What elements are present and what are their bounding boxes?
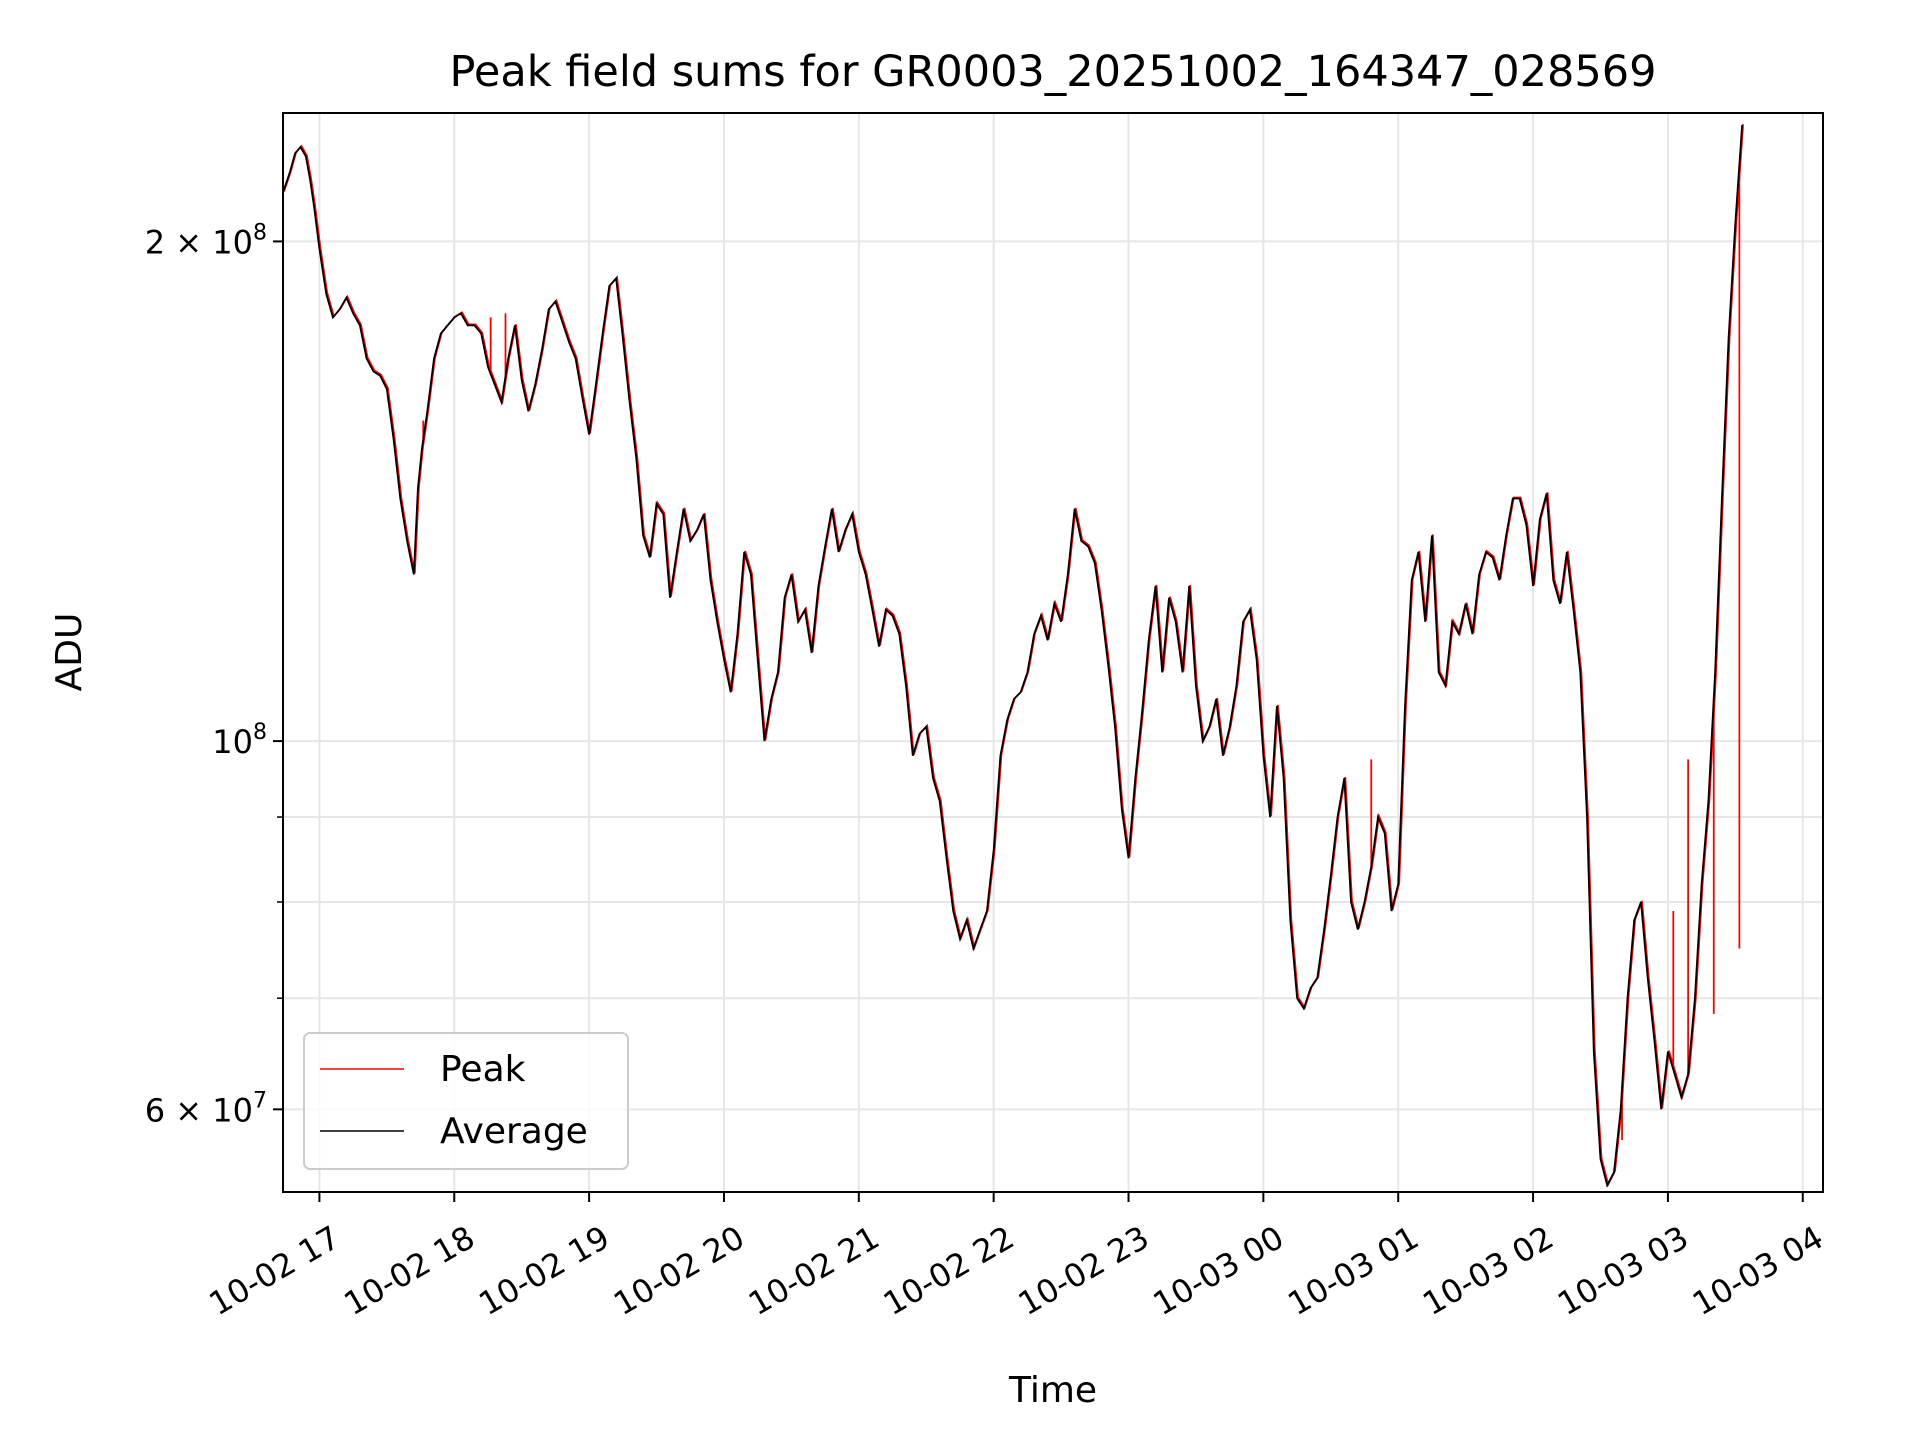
y-axis-label: ADU — [49, 613, 90, 692]
plot-frame — [282, 112, 1824, 1193]
legend: Peak Average — [303, 1032, 629, 1170]
x-axis-label: Time — [1008, 1370, 1097, 1411]
legend-average-label: Average — [440, 1111, 588, 1152]
y-tick-label: 6 × 107 — [145, 1088, 267, 1129]
chart-title: Peak field sums for GR0003_20251002_1643… — [450, 47, 1657, 97]
legend-box — [303, 1032, 629, 1170]
y-tick-label: 108 — [212, 720, 267, 761]
line-layer — [283, 124, 1744, 1188]
y-tick-label: 2 × 108 — [145, 220, 267, 261]
grid-layer — [283, 113, 1823, 1192]
series-line-average — [283, 125, 1743, 1188]
legend-peak-label: Peak — [440, 1049, 526, 1090]
